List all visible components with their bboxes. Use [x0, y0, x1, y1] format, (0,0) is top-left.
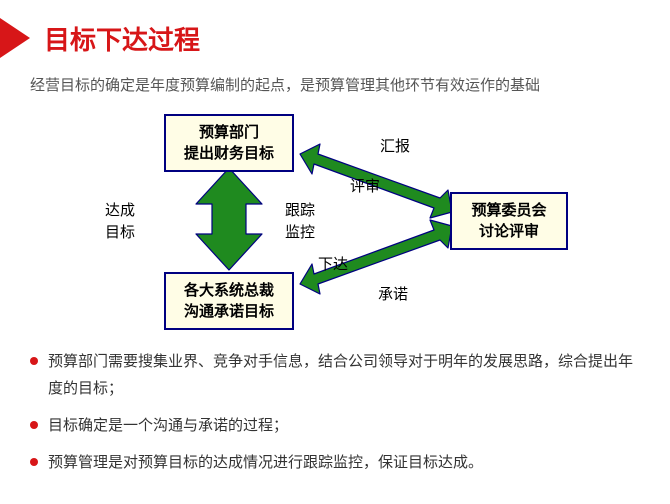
node-top-line1: 预算部门 — [176, 122, 282, 143]
label-3: 监控 — [285, 222, 315, 243]
bullet-item: 预算管理是对预算目标的达成情况进行跟踪监控，保证目标达成。 — [30, 449, 640, 476]
bullet-text: 目标确定是一个沟通与承诺的过程； — [48, 412, 288, 439]
bullet-text: 预算部门需要搜集业界、竞争对手信息，结合公司领导对于明年的发展思路，综合提出年度… — [48, 348, 640, 402]
node-right-line1: 预算委员会 — [462, 200, 556, 221]
node-bottom-line1: 各大系统总裁 — [176, 280, 282, 301]
bullet-list: 预算部门需要搜集业界、竞争对手信息，结合公司领导对于明年的发展思路，综合提出年度… — [0, 336, 670, 476]
bullet-text: 预算管理是对预算目标的达成情况进行跟踪监控，保证目标达成。 — [48, 449, 483, 476]
label-7: 目标 — [105, 222, 135, 243]
title-row: 目标下达过程 — [0, 0, 670, 58]
title-arrow-icon — [0, 18, 30, 58]
node-right-line2: 讨论评审 — [462, 221, 556, 242]
bullet-dot-icon — [30, 421, 38, 429]
subtitle: 经营目标的确定是年度预算编制的起点，是预算管理其他环节有效运作的基础 — [0, 58, 670, 98]
bullet-dot-icon — [30, 357, 38, 365]
bullet-dot-icon — [30, 458, 38, 466]
label-4: 下达 — [318, 254, 348, 275]
bullet-item: 目标确定是一个沟通与承诺的过程； — [30, 412, 640, 439]
node-bottom-line2: 沟通承诺目标 — [176, 301, 282, 322]
node-top: 预算部门 提出财务目标 — [164, 114, 294, 172]
page-title: 目标下达过程 — [44, 20, 200, 57]
label-1: 评审 — [350, 176, 380, 197]
node-top-line2: 提出财务目标 — [176, 143, 282, 164]
label-0: 汇报 — [380, 136, 410, 157]
diagram: 预算部门 提出财务目标 各大系统总裁 沟通承诺目标 预算委员会 讨论评审 汇报 … — [0, 106, 670, 336]
label-6: 达成 — [105, 200, 135, 221]
node-right: 预算委员会 讨论评审 — [450, 192, 568, 250]
bullet-item: 预算部门需要搜集业界、竞争对手信息，结合公司领导对于明年的发展思路，综合提出年度… — [30, 348, 640, 402]
label-5: 承诺 — [378, 284, 408, 305]
diagram-arrows — [0, 106, 670, 336]
node-bottom: 各大系统总裁 沟通承诺目标 — [164, 272, 294, 330]
label-2: 跟踪 — [285, 200, 315, 221]
